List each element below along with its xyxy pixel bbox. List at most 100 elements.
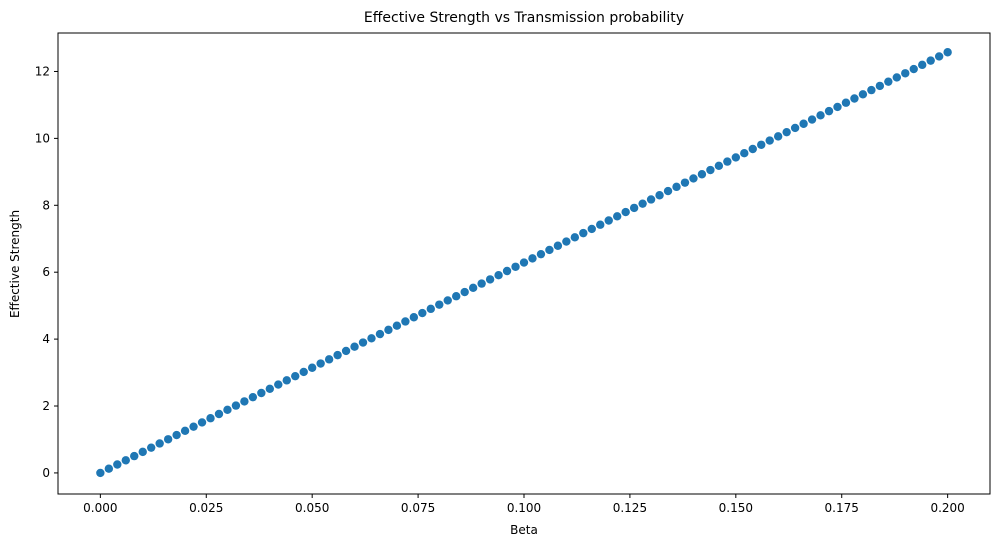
data-point bbox=[189, 422, 198, 431]
plot-area bbox=[57, 32, 991, 495]
y-tick-label: 12 bbox=[35, 64, 50, 78]
data-point bbox=[841, 98, 851, 107]
data-point bbox=[858, 90, 868, 99]
y-axis-ticks: 0 2 4 6 8 10 12 bbox=[35, 64, 58, 480]
x-axis-label: Beta bbox=[510, 523, 538, 537]
data-point bbox=[350, 342, 359, 351]
data-point bbox=[265, 384, 275, 393]
data-point bbox=[655, 191, 664, 200]
data-point bbox=[274, 380, 283, 389]
y-tick-label: 8 bbox=[42, 198, 50, 212]
data-point bbox=[731, 153, 741, 162]
data-point bbox=[426, 304, 435, 314]
data-point bbox=[528, 254, 537, 263]
data-point bbox=[536, 249, 546, 259]
data-point bbox=[638, 199, 647, 208]
data-point bbox=[943, 48, 952, 57]
data-point bbox=[553, 241, 563, 250]
x-tick-label: 0.125 bbox=[613, 501, 647, 515]
data-point bbox=[358, 338, 368, 347]
data-point bbox=[596, 220, 605, 229]
data-point bbox=[587, 224, 596, 234]
y-tick-label: 6 bbox=[42, 265, 50, 279]
data-point bbox=[901, 69, 910, 78]
data-point bbox=[367, 334, 376, 343]
data-point bbox=[909, 64, 918, 74]
x-axis-ticks: 0.000 0.025 0.050 0.075 0.100 0.125 0.150 0.175… bbox=[83, 494, 965, 515]
data-point bbox=[452, 292, 461, 301]
data-point bbox=[782, 127, 791, 137]
data-point bbox=[163, 435, 173, 444]
data-point bbox=[918, 60, 927, 70]
chart-title: Effective Strength vs Transmission proba… bbox=[364, 10, 684, 26]
data-point bbox=[519, 258, 529, 267]
data-point bbox=[384, 325, 393, 335]
y-axis-label: Effective Strength bbox=[8, 210, 22, 318]
data-point bbox=[773, 132, 783, 141]
data-point bbox=[934, 52, 944, 61]
data-point bbox=[799, 119, 808, 128]
data-point bbox=[401, 317, 410, 326]
y-tick-label: 2 bbox=[42, 399, 50, 413]
data-point bbox=[570, 233, 580, 242]
y-tick-label: 4 bbox=[42, 332, 50, 346]
data-point bbox=[214, 409, 224, 419]
data-point bbox=[316, 359, 325, 368]
data-point bbox=[613, 212, 622, 221]
data-point bbox=[511, 262, 520, 271]
data-point bbox=[706, 165, 715, 175]
data-point bbox=[197, 418, 207, 427]
data-point bbox=[257, 388, 266, 398]
data-point bbox=[206, 414, 215, 423]
data-point bbox=[130, 451, 139, 461]
x-tick-label: 0.075 bbox=[401, 501, 435, 515]
data-point bbox=[443, 296, 452, 305]
data-point bbox=[96, 468, 105, 478]
x-tick-label: 0.025 bbox=[189, 501, 223, 515]
data-point bbox=[833, 102, 842, 112]
data-point bbox=[409, 313, 419, 322]
x-tick-label: 0.150 bbox=[719, 501, 753, 515]
data-point bbox=[604, 216, 613, 225]
data-point bbox=[485, 275, 495, 284]
data-point bbox=[240, 397, 249, 406]
data-point bbox=[740, 149, 749, 158]
data-point bbox=[680, 178, 690, 187]
data-point bbox=[291, 371, 300, 381]
data-point bbox=[748, 144, 757, 154]
data-point bbox=[104, 464, 114, 473]
data-point bbox=[867, 85, 876, 95]
data-point bbox=[375, 329, 385, 339]
data-point bbox=[672, 182, 681, 192]
data-point bbox=[231, 401, 241, 410]
x-tick-label: 0.200 bbox=[930, 501, 964, 515]
data-point bbox=[926, 56, 935, 65]
data-point bbox=[816, 111, 825, 120]
data-point bbox=[341, 346, 351, 356]
data-point bbox=[468, 283, 478, 293]
data-point bbox=[850, 94, 859, 103]
data-point bbox=[460, 287, 469, 297]
x-tick-label: 0.100 bbox=[507, 501, 541, 515]
x-tick-label: 0.050 bbox=[295, 501, 329, 515]
x-tick-label: 0.175 bbox=[825, 501, 859, 515]
data-point bbox=[579, 228, 588, 238]
data-point bbox=[689, 174, 698, 183]
data-point bbox=[663, 186, 673, 196]
data-point bbox=[324, 355, 334, 364]
data-point bbox=[172, 430, 181, 440]
data-point bbox=[697, 170, 707, 179]
data-point bbox=[646, 195, 656, 204]
data-point bbox=[248, 392, 258, 402]
data-point bbox=[765, 136, 774, 145]
data-point bbox=[180, 426, 190, 436]
data-point bbox=[545, 245, 554, 255]
data-point bbox=[155, 439, 164, 448]
data-point bbox=[299, 367, 308, 377]
y-tick-label: 10 bbox=[35, 131, 50, 145]
data-point bbox=[307, 363, 317, 372]
data-point bbox=[502, 266, 512, 276]
data-point bbox=[494, 271, 503, 280]
series-0 bbox=[96, 48, 952, 478]
data-point bbox=[121, 456, 130, 465]
